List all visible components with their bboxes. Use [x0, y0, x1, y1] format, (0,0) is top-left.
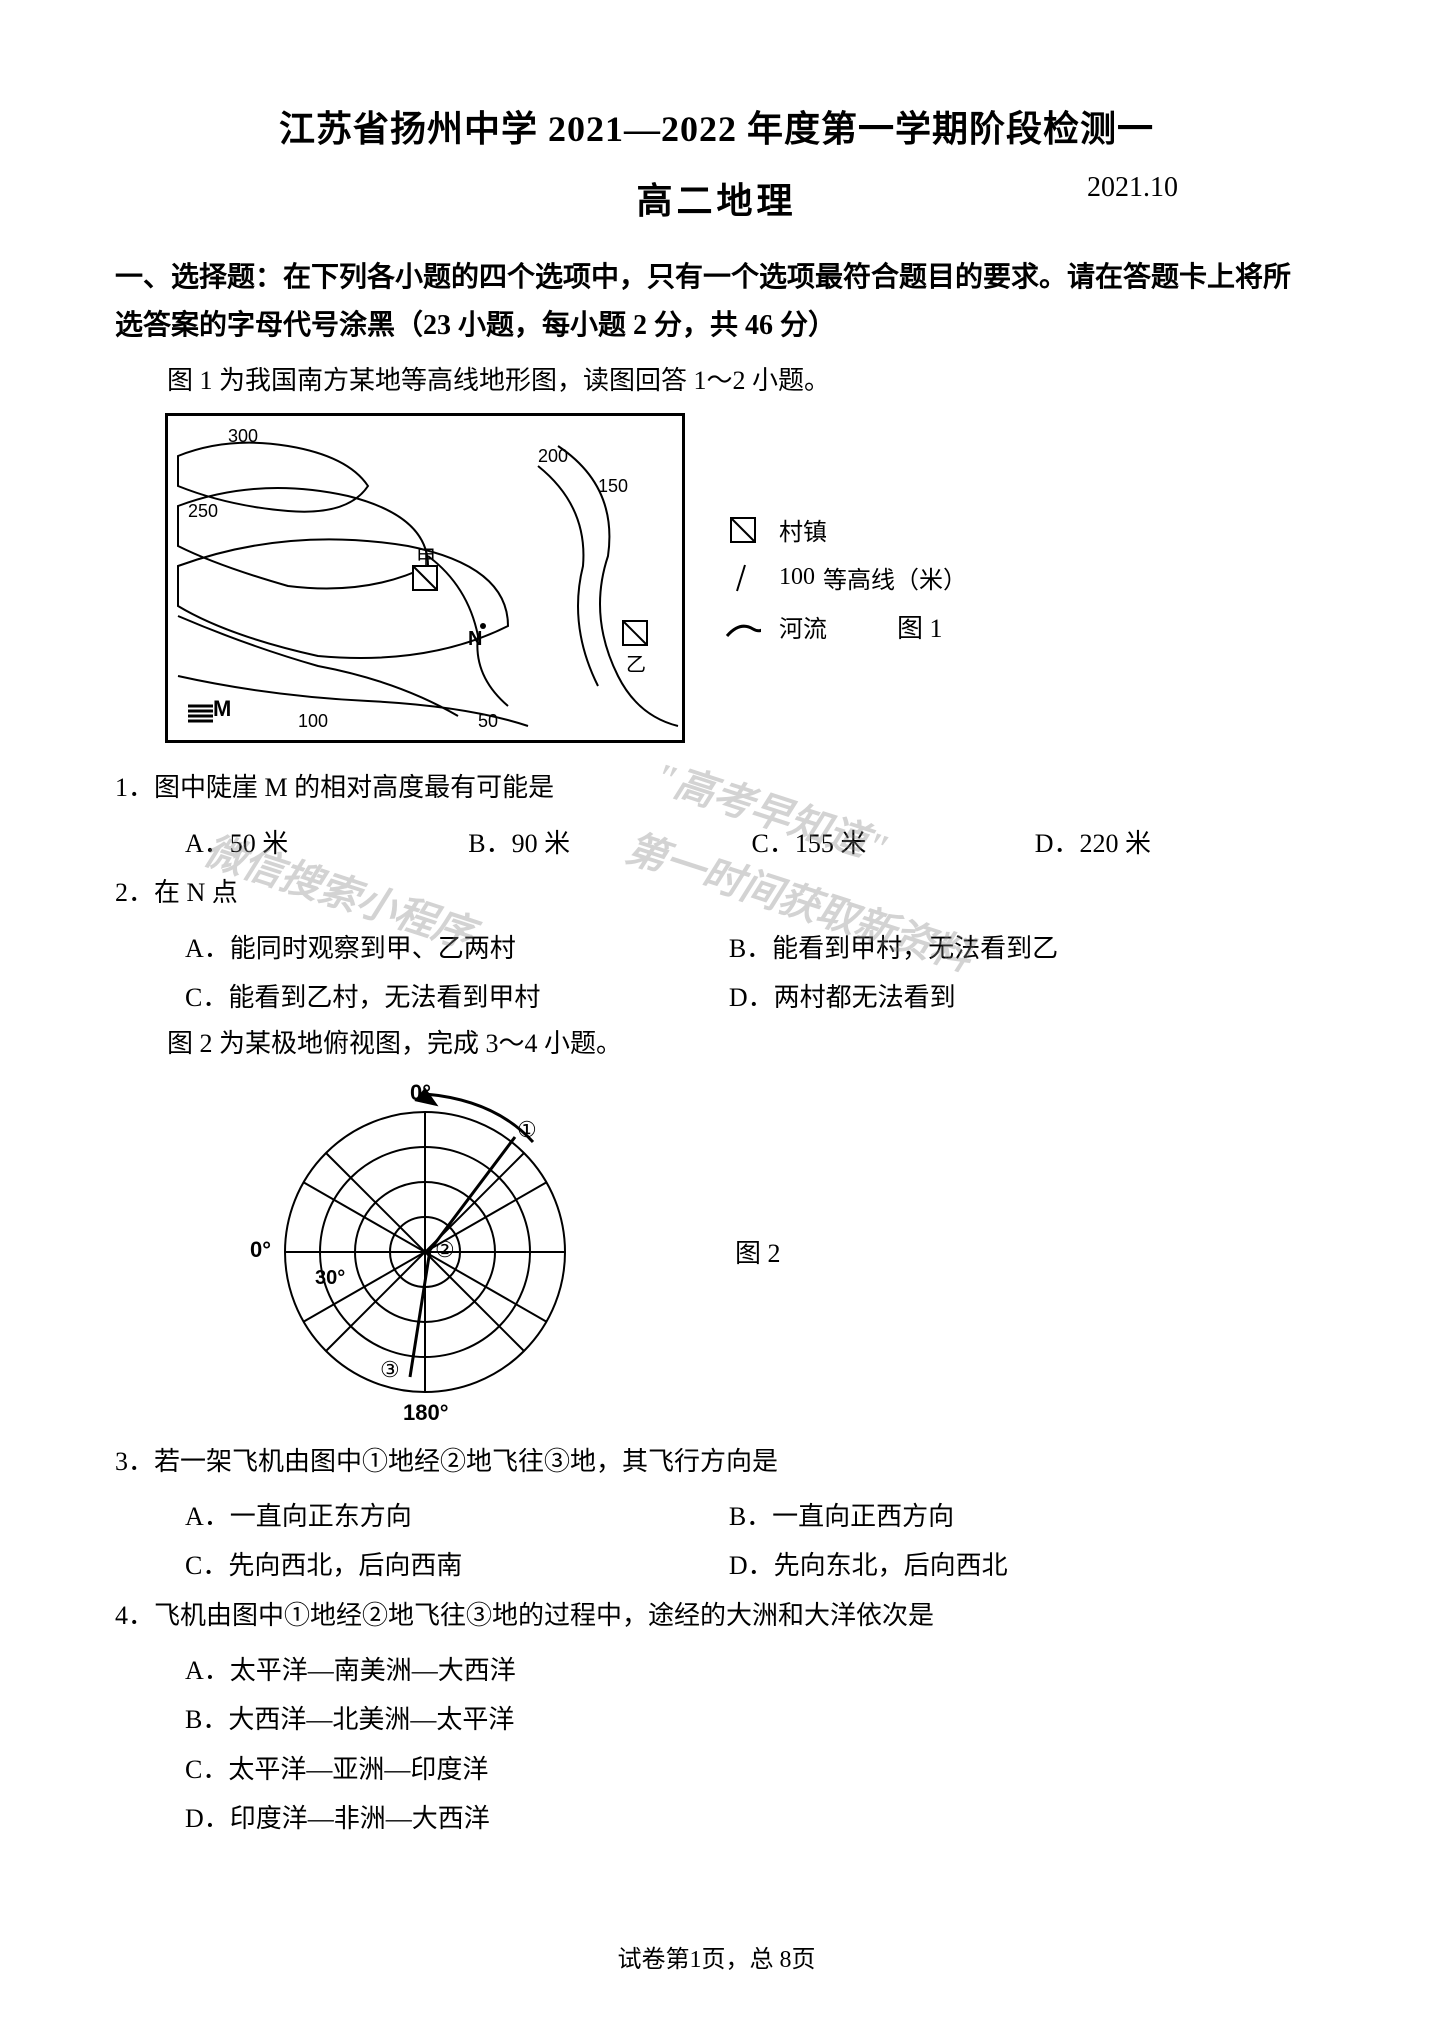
legend-village: 村镇 — [725, 512, 967, 548]
q3-opt-d: D．先向东北，后向西北 — [729, 1541, 1273, 1590]
q1-opt-d: D．220 米 — [1035, 819, 1318, 868]
fig2-bottom-label: 180° — [403, 1400, 449, 1426]
legend-contour: 100 等高线（米） — [725, 560, 967, 596]
contour-200: 200 — [538, 446, 568, 467]
q2-opt-b: B．能看到甲村，无法看到乙 — [729, 924, 1273, 973]
q4-opt-d: D．印度洋—非洲—大西洋 — [185, 1794, 1318, 1843]
intro-text-2: 图 2 为某极地俯视图，完成 3～4 小题。 — [115, 1022, 1318, 1066]
legend-river-label: 河流 — [779, 609, 827, 644]
legend-contour-value: 100 — [779, 564, 815, 591]
q4-opt-a: A．太平洋—南美洲—大西洋 — [185, 1646, 1318, 1695]
river-icon — [725, 608, 761, 644]
q4-opt-c: C．太平洋—亚洲—印度洋 — [185, 1745, 1318, 1794]
contour-150: 150 — [598, 476, 628, 497]
q4-stem: 4．飞机由图中①地经②地飞往③地的过程中，途经的大洲和大洋依次是 — [115, 1591, 1318, 1640]
exam-date: 2021.10 — [1087, 172, 1178, 204]
figure-2-block: 0° 0° 30° 180° ① ② ③ 图 2 — [255, 1082, 1318, 1422]
marker-m: M — [213, 696, 231, 722]
marker-yi: 乙 — [626, 648, 646, 677]
q2-opt-d: D．两村都无法看到 — [729, 973, 1273, 1022]
q3-stem: 3．若一架飞机由图中①地经②地飞往③地，其飞行方向是 — [115, 1437, 1318, 1486]
contour-100: 100 — [298, 711, 328, 732]
subtitle: 高二地理 — [636, 172, 796, 224]
figure-2-globe: 0° 0° 30° 180° ① ② ③ — [255, 1082, 595, 1422]
legend-contour-label: 等高线（米） — [823, 560, 967, 595]
q2-stem: 2．在 N 点 — [115, 868, 1318, 917]
q2-options-row1: A．能同时观察到甲、乙两村 B．能看到甲村，无法看到乙 — [115, 924, 1318, 973]
figure-1-map: 300 250 200 150 100 50 M N 甲 乙 — [165, 413, 685, 743]
q3-opt-b: B．一直向正西方向 — [729, 1492, 1273, 1541]
figure-2-label: 图 2 — [735, 1233, 781, 1270]
marker-n: N — [468, 628, 482, 651]
intro-text-1: 图 1 为我国南方某地等高线地形图，读图回答 1～2 小题。 — [115, 359, 1318, 403]
contour-icon — [725, 560, 761, 596]
q2-opt-a: A．能同时观察到甲、乙两村 — [185, 924, 729, 973]
q4-opt-b: B．大西洋—北美洲—太平洋 — [185, 1695, 1318, 1744]
village-icon — [725, 512, 761, 548]
subtitle-row: 高二地理 2021.10 — [115, 172, 1318, 224]
figure-1-label: 图 1 — [897, 608, 943, 645]
figure-1-legend: 村镇 100 等高线（米） 河流 图 1 — [725, 500, 967, 657]
fig2-thirty-label: 30° — [315, 1267, 345, 1290]
q1-options: A．50 米 B．90 米 C．155 米 D．220 米 — [115, 819, 1318, 868]
q3-options-row2: C．先向西北，后向西南 D．先向东北，后向西北 — [115, 1541, 1318, 1590]
q1-opt-b: B．90 米 — [468, 819, 751, 868]
q4-options: A．太平洋—南美洲—大西洋 B．大西洋—北美洲—太平洋 C．太平洋—亚洲—印度洋… — [115, 1646, 1318, 1844]
figure-1-block: 300 250 200 150 100 50 M N 甲 乙 村镇 100 等高… — [165, 413, 1318, 743]
fig2-p3: ③ — [380, 1357, 400, 1383]
q2-options-row2: C．能看到乙村，无法看到甲村 D．两村都无法看到 — [115, 973, 1318, 1022]
q1-opt-c: C．155 米 — [752, 819, 1035, 868]
marker-jia: 甲 — [416, 541, 436, 570]
fig2-left-label: 0° — [250, 1237, 271, 1263]
q1-stem: 1．图中陡崖 M 的相对高度最有可能是 — [115, 763, 1318, 812]
fig2-top-label: 0° — [410, 1080, 431, 1106]
q3-opt-a: A．一直向正东方向 — [185, 1492, 729, 1541]
q1-opt-a: A．50 米 — [185, 819, 468, 868]
legend-village-label: 村镇 — [779, 512, 827, 547]
q3-options-row1: A．一直向正东方向 B．一直向正西方向 — [115, 1492, 1318, 1541]
page-footer: 试卷第1页，总 8页 — [0, 1939, 1433, 1974]
legend-river: 河流 图 1 — [725, 608, 967, 645]
q2-opt-c: C．能看到乙村，无法看到甲村 — [185, 973, 729, 1022]
main-title: 江苏省扬州中学 2021—2022 年度第一学期阶段检测一 — [115, 100, 1318, 152]
fig2-p2: ② — [435, 1237, 455, 1263]
section-heading: 一、选择题：在下列各小题的四个选项中，只有一个选项最符合题目的要求。请在答题卡上… — [115, 254, 1318, 349]
q3-opt-c: C．先向西北，后向西南 — [185, 1541, 729, 1590]
contour-300: 300 — [228, 426, 258, 447]
contour-50: 50 — [478, 711, 498, 732]
contour-250: 250 — [188, 501, 218, 522]
fig2-p1: ① — [517, 1117, 537, 1143]
